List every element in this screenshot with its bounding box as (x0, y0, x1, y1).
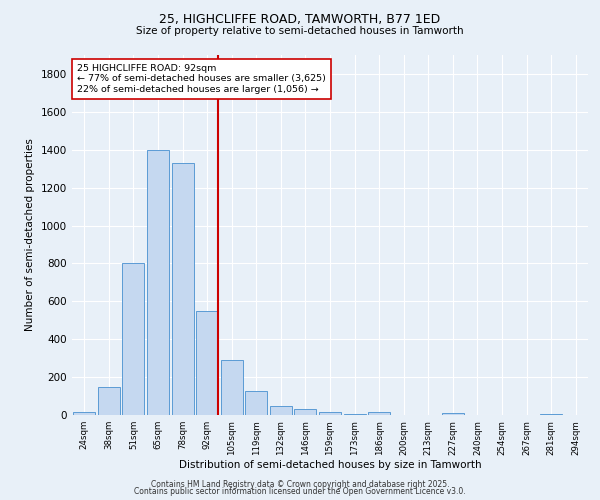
Bar (270, 406, 292, 415)
Bar (368, 412, 390, 415)
Bar (172, 163, 194, 415)
Bar (196, 311, 218, 415)
Bar (122, 264, 145, 415)
Bar (319, 412, 341, 415)
Y-axis label: Number of semi-detached properties: Number of semi-detached properties (25, 138, 35, 332)
Bar (442, 413, 464, 415)
Bar (73, 412, 95, 415)
Bar (221, 360, 243, 415)
Text: 25 HIGHCLIFFE ROAD: 92sqm
← 77% of semi-detached houses are smaller (3,625)
22% : 25 HIGHCLIFFE ROAD: 92sqm ← 77% of semi-… (77, 64, 326, 94)
Text: 25, HIGHCLIFFE ROAD, TAMWORTH, B77 1ED: 25, HIGHCLIFFE ROAD, TAMWORTH, B77 1ED (160, 12, 440, 26)
Text: Contains HM Land Registry data © Crown copyright and database right 2025.: Contains HM Land Registry data © Crown c… (151, 480, 449, 489)
Text: Contains public sector information licensed under the Open Government Licence v3: Contains public sector information licen… (134, 487, 466, 496)
Text: Size of property relative to semi-detached houses in Tamworth: Size of property relative to semi-detach… (136, 26, 464, 36)
Bar (245, 392, 268, 415)
Bar (344, 414, 365, 415)
X-axis label: Distribution of semi-detached houses by size in Tamworth: Distribution of semi-detached houses by … (179, 460, 481, 470)
Bar (147, 150, 169, 415)
Bar (540, 414, 562, 415)
Bar (295, 410, 316, 415)
Bar (98, 386, 120, 415)
